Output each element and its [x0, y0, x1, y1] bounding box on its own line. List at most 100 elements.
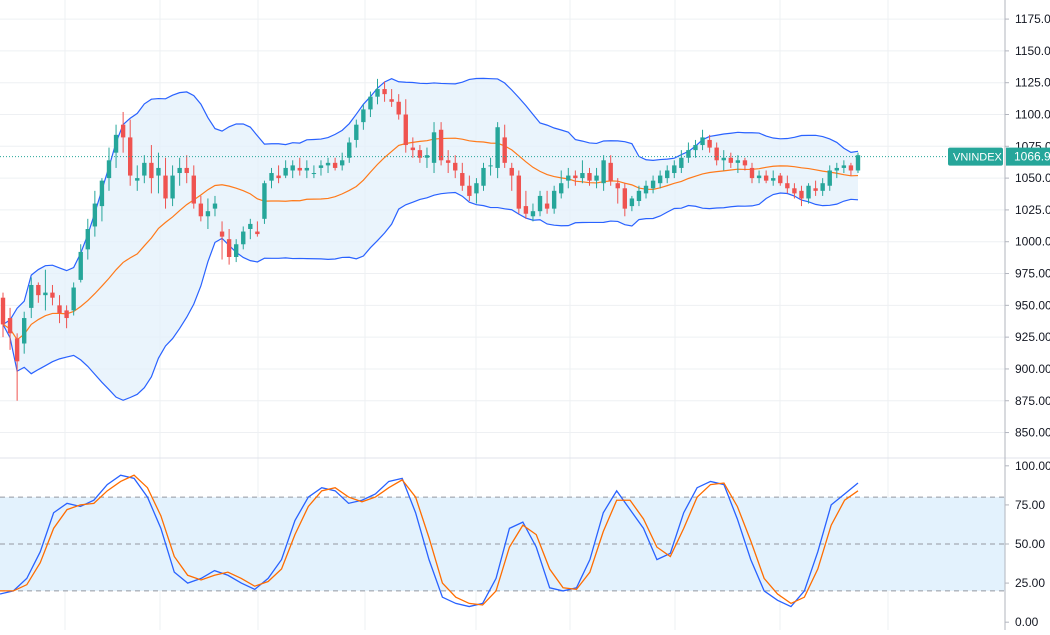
candle — [78, 244, 83, 283]
candle — [311, 165, 317, 179]
candle — [848, 162, 854, 176]
stochastic-pane[interactable] — [0, 474, 1005, 608]
candle — [170, 165, 175, 207]
candle-body — [347, 142, 352, 158]
candle — [763, 170, 769, 184]
candle — [700, 129, 705, 151]
candle-body — [382, 89, 387, 95]
candle — [219, 221, 225, 260]
candle-body — [650, 180, 656, 189]
candle — [650, 175, 656, 194]
candle-body — [389, 99, 394, 102]
price-tick-label: 950.00 — [1015, 298, 1050, 312]
price-tick-label: 1025.00 — [1015, 203, 1050, 217]
candle — [707, 134, 712, 153]
candle — [14, 333, 20, 401]
candle-body — [523, 206, 529, 214]
candle-body — [502, 137, 507, 163]
candle-body — [85, 229, 90, 250]
candle-body — [827, 170, 832, 186]
candle — [771, 170, 776, 186]
candle-body — [226, 239, 232, 257]
candle — [834, 162, 839, 179]
candle-body — [495, 127, 500, 168]
candle-body — [742, 160, 748, 166]
candle-body — [587, 173, 592, 181]
candle-body — [50, 292, 55, 298]
candle-body — [665, 170, 670, 179]
candle-body — [820, 183, 825, 191]
candle-body — [813, 188, 818, 191]
candle-body — [516, 175, 522, 209]
candle — [615, 178, 620, 204]
candle — [297, 157, 302, 176]
candle-body — [241, 231, 246, 245]
stoch-tick-label: 100.00 — [1015, 459, 1050, 473]
candle — [756, 170, 762, 184]
candle-body — [785, 183, 790, 189]
candle-body — [177, 167, 182, 174]
candle-body — [71, 287, 76, 311]
candle — [636, 185, 642, 207]
candle — [184, 155, 189, 184]
candle — [85, 218, 90, 260]
last-price-label: VNINDEX 1066.9 — [948, 147, 1050, 166]
candle — [368, 91, 373, 118]
stochastic-k-line — [0, 474, 859, 608]
candle-body — [672, 165, 677, 174]
price-pane[interactable] — [0, 77, 1005, 401]
candle-body — [57, 305, 62, 313]
price-tick-label: 1125.00 — [1015, 76, 1050, 90]
candle-body — [375, 89, 380, 97]
price-axis[interactable]: 850.00 875.00 900.00 925.00 950.00 975.00 1000… — [1004, 0, 1050, 630]
price-tick-label: 900.00 — [1015, 362, 1050, 376]
candle-body — [735, 160, 741, 163]
candle-body — [544, 203, 550, 209]
candle — [488, 157, 493, 176]
bollinger-fill — [3, 78, 858, 401]
symbol-label-bg — [948, 147, 1003, 166]
candle-body — [537, 195, 543, 212]
stoch-tick-label: 50.00 — [1015, 537, 1045, 551]
candle-body — [64, 310, 69, 319]
candle-body — [834, 167, 839, 171]
candle-body — [396, 101, 401, 115]
candle — [841, 160, 847, 174]
candle-body — [728, 157, 734, 163]
candle — [290, 160, 295, 179]
price-tick-label: 1000.00 — [1015, 235, 1050, 249]
candle-body — [771, 178, 776, 181]
candle — [262, 180, 267, 224]
candle-body — [848, 165, 854, 171]
candle — [481, 162, 486, 191]
candle — [276, 165, 281, 184]
candle — [544, 190, 550, 214]
candle — [608, 155, 613, 186]
candle — [304, 160, 310, 179]
candle — [283, 160, 288, 179]
candle — [241, 226, 246, 250]
candle — [827, 165, 832, 191]
candle-body — [431, 132, 437, 163]
candle — [163, 157, 168, 209]
candle-body — [233, 244, 239, 257]
candle — [693, 139, 698, 158]
candle-body — [0, 297, 6, 325]
stoch-tick-label: 0.00 — [1015, 615, 1039, 629]
candle — [855, 152, 861, 174]
candle-body — [255, 231, 260, 235]
candle-body — [191, 175, 196, 204]
candle — [255, 221, 260, 237]
candle-body — [368, 96, 373, 110]
candle-body — [205, 211, 211, 217]
candle — [318, 160, 324, 176]
candle-body — [318, 165, 324, 168]
candle — [431, 122, 437, 174]
candle — [622, 183, 628, 217]
candle — [785, 175, 790, 194]
candle — [721, 150, 726, 171]
candle-body — [354, 124, 359, 140]
candle-body — [551, 190, 557, 209]
stochastic-d-line — [0, 474, 859, 606]
candle — [820, 178, 825, 196]
